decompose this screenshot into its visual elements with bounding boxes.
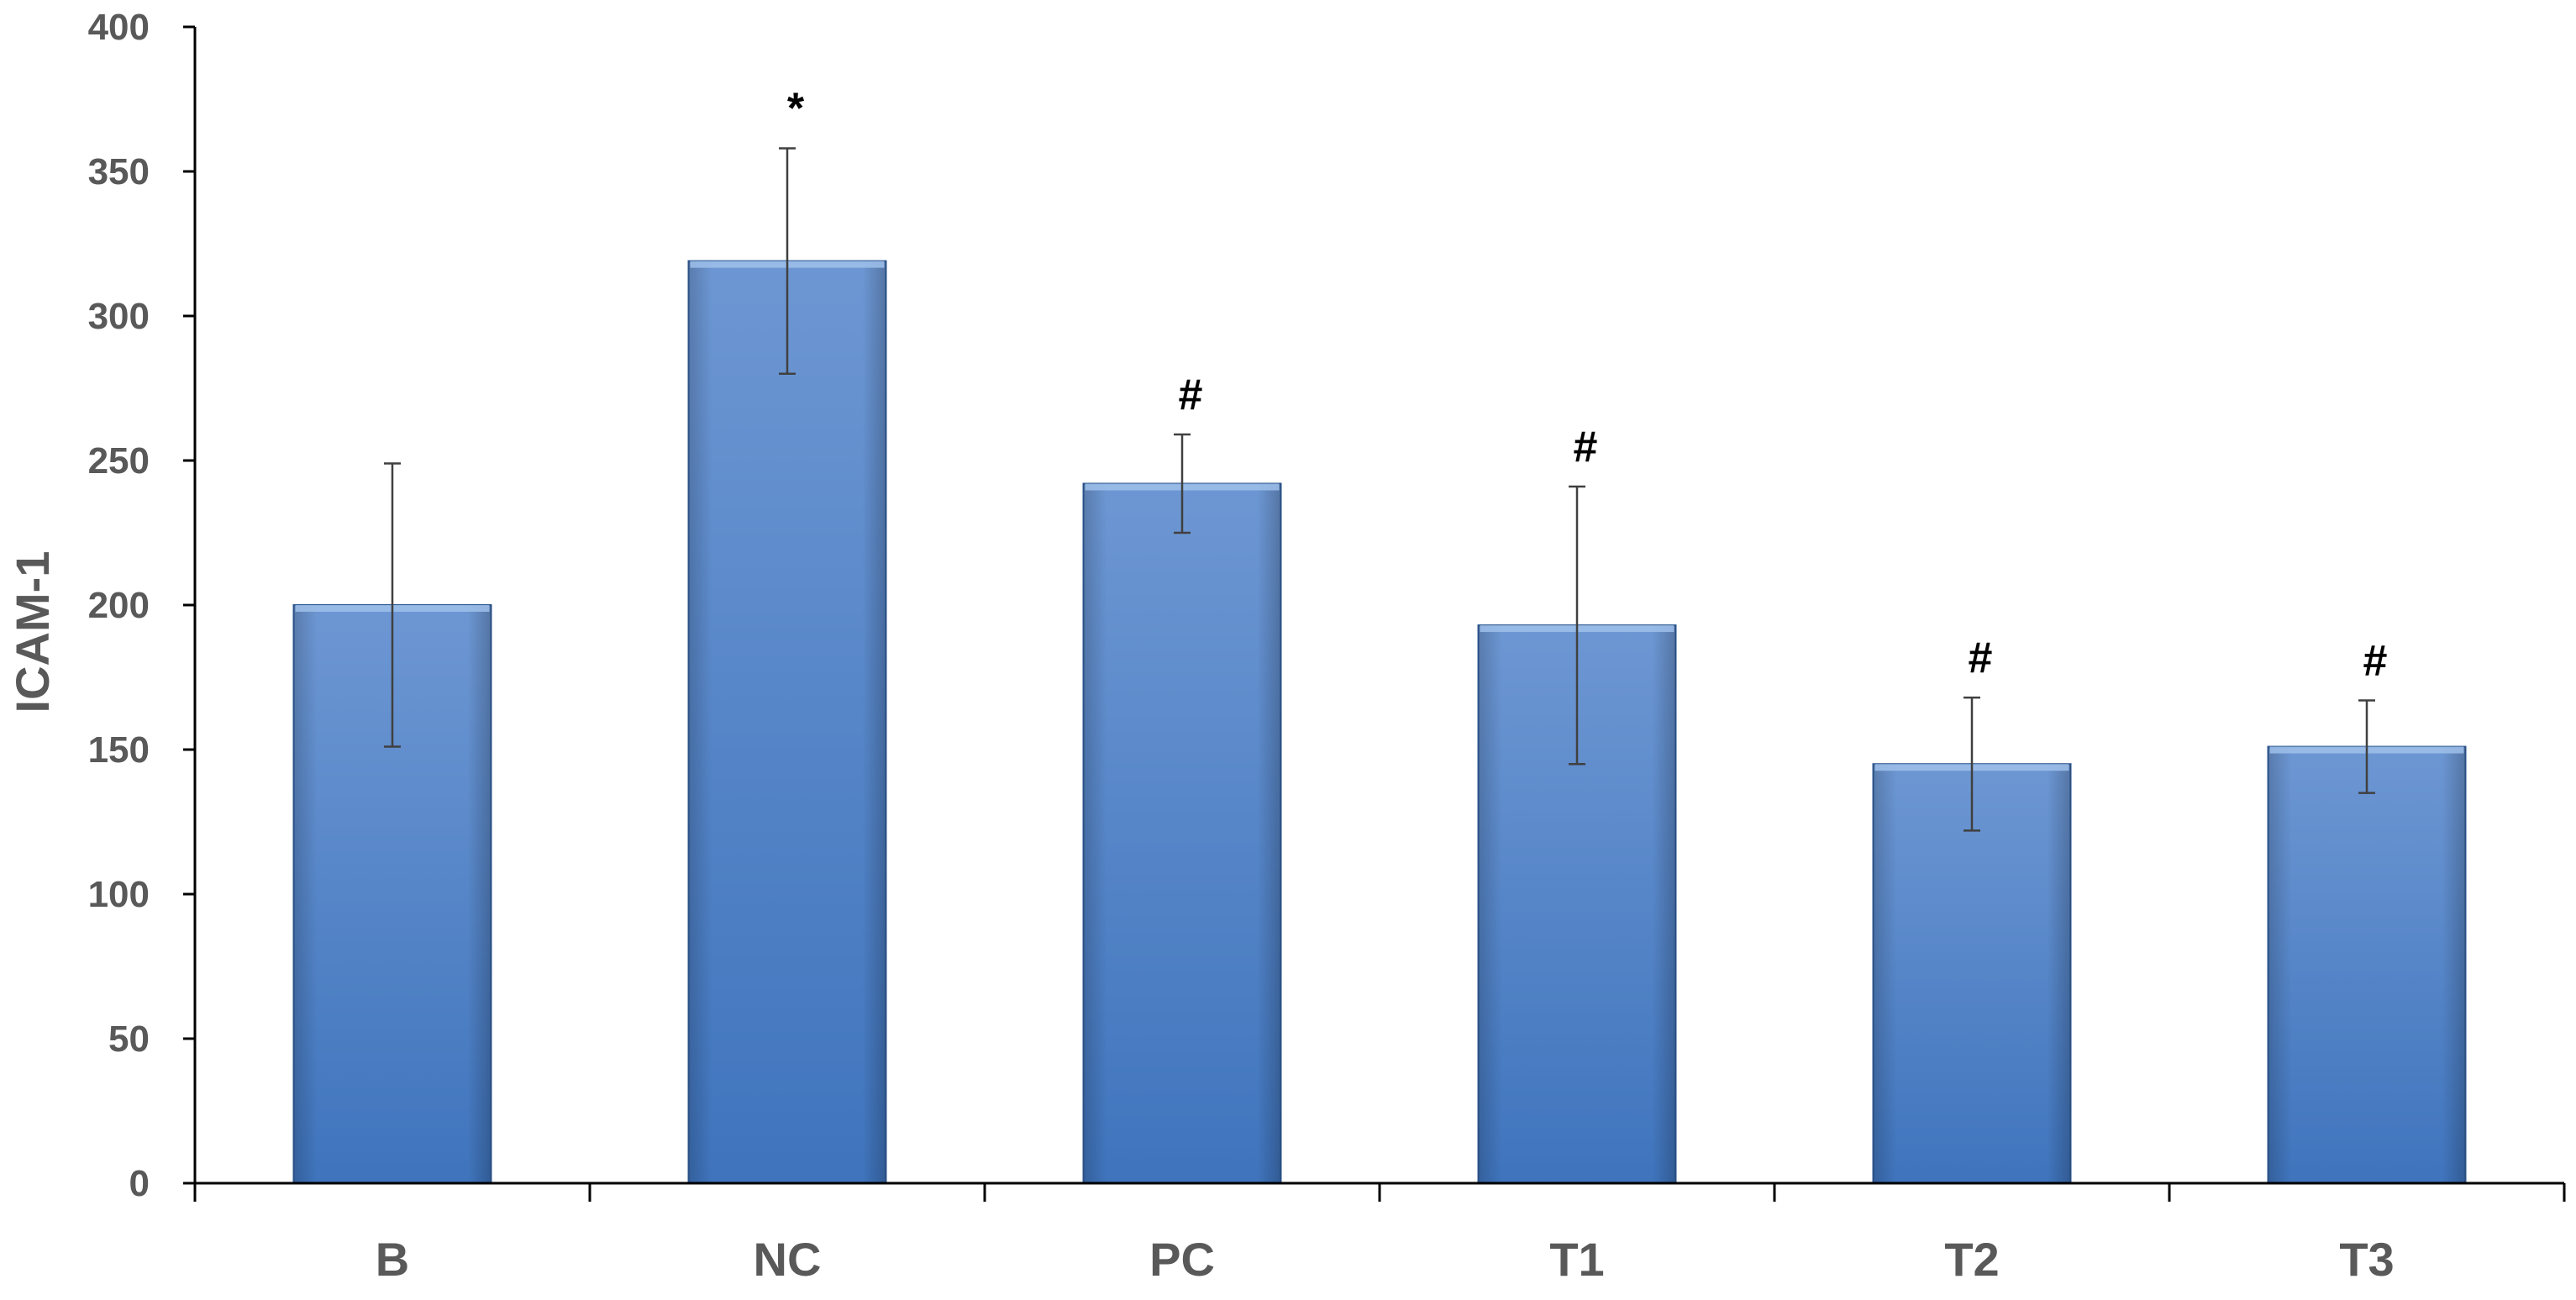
bars <box>292 260 2467 1184</box>
x-category-label: NC <box>754 1233 822 1286</box>
y-axis-ticks: 0 50 100 150 200 250 300 350 400 <box>88 7 195 1204</box>
significance-marker: # <box>1969 634 1993 682</box>
significance-marker: # <box>1179 371 1203 419</box>
y-tick-label: 100 <box>88 874 150 915</box>
y-tick-label: 150 <box>88 729 150 771</box>
bar-shading-nc <box>688 261 886 1183</box>
x-category-label: T1 <box>1549 1233 1604 1286</box>
significance-marker: * <box>787 84 805 133</box>
x-category-label: T3 <box>2339 1233 2394 1286</box>
y-tick-label: 0 <box>129 1163 150 1204</box>
significance-marker: # <box>2363 637 2388 686</box>
x-category-label: B <box>376 1233 409 1286</box>
error-bars <box>384 147 2375 832</box>
x-category-label: T2 <box>1944 1233 1999 1286</box>
x-axis-ticks: B NC PC T1 T2 T3 <box>193 1183 2566 1286</box>
x-category-label: PC <box>1149 1233 1215 1286</box>
y-tick-label: 200 <box>88 585 150 626</box>
y-tick-label: 250 <box>88 440 150 482</box>
bar-shading-t3 <box>2268 746 2466 1183</box>
y-tick-label: 300 <box>88 296 150 337</box>
bar-shading-t2 <box>1873 764 2071 1183</box>
y-tick-label: 350 <box>88 151 150 192</box>
y-tick-label: 400 <box>88 7 150 48</box>
significance-marker: # <box>1574 423 1598 471</box>
significance-annotations: * # # # # <box>787 84 2388 685</box>
y-tick-label: 50 <box>108 1018 150 1060</box>
bar-shading-pc <box>1083 483 1281 1183</box>
y-axis-title: ICAM-1 <box>6 551 59 713</box>
